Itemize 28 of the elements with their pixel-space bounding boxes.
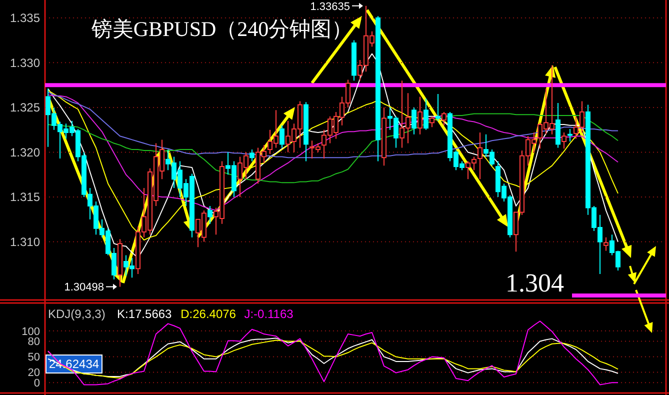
line-series bbox=[48, 90, 618, 240]
y-tick-label: 1.320 bbox=[10, 145, 40, 160]
line-series bbox=[48, 53, 618, 258]
annotation: 1.30498 bbox=[64, 282, 104, 294]
candlestick bbox=[556, 102, 560, 148]
y-tick-label: 1.330 bbox=[10, 56, 40, 70]
text: 镑美GBPUSD（240分钟图） bbox=[90, 17, 353, 41]
y-tick-label: 1.335 bbox=[10, 11, 40, 26]
y-tick-label: 1.310 bbox=[10, 234, 40, 249]
candlestick bbox=[418, 96, 422, 135]
line-series bbox=[48, 320, 618, 386]
ref-line-label: 1.304 bbox=[506, 268, 564, 298]
candlestick bbox=[478, 132, 482, 180]
annotation: 1.33635 bbox=[310, 0, 350, 13]
y-tick-label: 50 bbox=[28, 352, 40, 364]
y-tick-label: 0 bbox=[34, 378, 40, 390]
candlestick bbox=[304, 102, 308, 162]
series-label: K:17.5663 bbox=[117, 307, 172, 321]
y-tick-label: 1.325 bbox=[10, 100, 40, 115]
y-tick-label: 1.315 bbox=[10, 190, 40, 204]
candlestick bbox=[436, 94, 440, 122]
y-tick-label: 100 bbox=[22, 326, 40, 338]
candlestick bbox=[382, 106, 386, 166]
y-tick-label: 20 bbox=[28, 367, 40, 380]
series-label: D:26.4076 bbox=[180, 307, 236, 321]
chart-title: KDJ(9,3,3) bbox=[48, 307, 106, 321]
series-label: J:-0.1163 bbox=[244, 307, 294, 321]
y-tick-label: 80 bbox=[28, 336, 40, 348]
